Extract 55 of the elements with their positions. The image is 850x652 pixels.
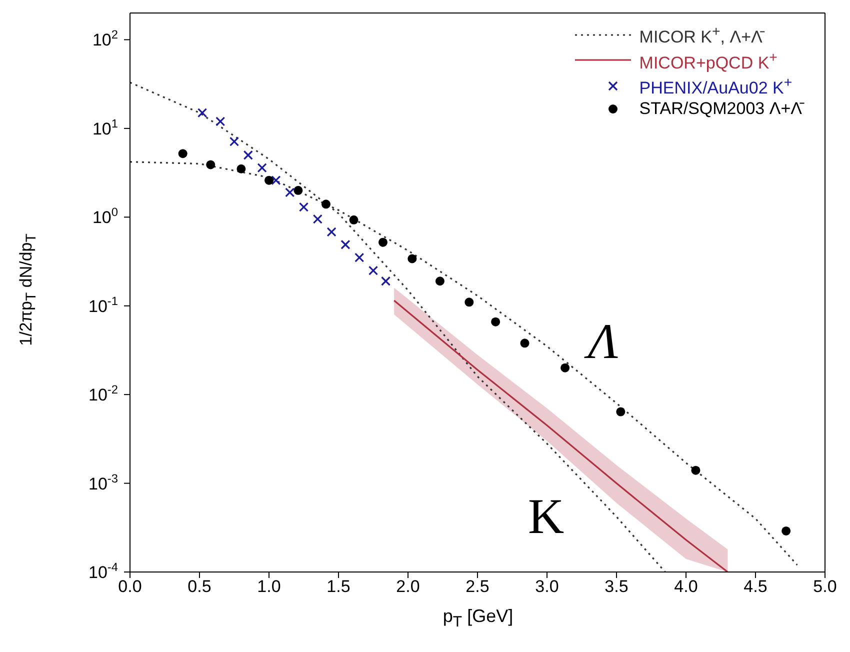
point [321, 200, 330, 209]
point [326, 227, 336, 237]
x-tick-label: 1.5 [326, 577, 350, 596]
legend-label: STAR/SQM2003 Λ+Λ̄ [639, 98, 802, 119]
point [378, 238, 388, 247]
legend-label: PHENIX/AuAu02 K$^{+}$ [639, 74, 792, 99]
point [782, 526, 791, 536]
x-tick-label: 4.5 [744, 577, 768, 596]
point [285, 188, 295, 198]
y-tick-label: 10$^{-3}$ [88, 471, 118, 494]
point [408, 254, 417, 264]
y-tick-label: 10$^{-1}$ [88, 294, 118, 316]
point [691, 466, 700, 475]
point [229, 136, 240, 146]
y-tick-label: 10$^{0}$ [92, 205, 118, 228]
point [340, 240, 350, 250]
point [298, 202, 309, 212]
x-tick-label: 5.0 [813, 577, 837, 596]
legend-label: MICOR K$^{+}$, Λ+Λ̄ [639, 23, 762, 48]
point [264, 176, 274, 185]
point [464, 298, 474, 307]
x-tick-label: 3.5 [604, 577, 628, 596]
point [616, 407, 626, 416]
annotation: K [528, 488, 564, 544]
x-tick-label: 3.0 [535, 577, 559, 596]
point [197, 108, 208, 118]
point [294, 186, 303, 195]
point [368, 266, 378, 276]
x-tick-label: 0.0 [118, 577, 142, 596]
y-tick-label: 10$^{2}$ [92, 28, 118, 50]
point [206, 160, 216, 170]
point [354, 252, 364, 262]
y-tick-label: 10$^{-4}$ [88, 560, 118, 582]
point [236, 164, 246, 174]
x-tick-label: 0.5 [188, 577, 212, 596]
point [216, 116, 226, 126]
point [178, 149, 188, 158]
point [435, 276, 444, 286]
y-tick-label: 10$^{1}$ [92, 116, 118, 138]
x-tick-label: 4.0 [674, 577, 698, 596]
point [380, 276, 391, 286]
point [560, 363, 570, 372]
x-axis-title: p$_{T}$ [GeV] [442, 606, 514, 631]
legend-label: MICOR+pQCD K$^{+}$ [639, 48, 778, 74]
point [520, 338, 530, 348]
point [243, 150, 253, 160]
point [312, 214, 322, 224]
point [257, 162, 267, 173]
x-tick-label: 2.0 [396, 577, 420, 596]
point [491, 317, 500, 326]
x-tick-label: 1.0 [257, 577, 281, 596]
point [271, 176, 281, 186]
x-tick-label: 2.5 [466, 577, 490, 596]
point [349, 215, 358, 224]
y-tick-label: 10$^{-2}$ [88, 382, 118, 405]
